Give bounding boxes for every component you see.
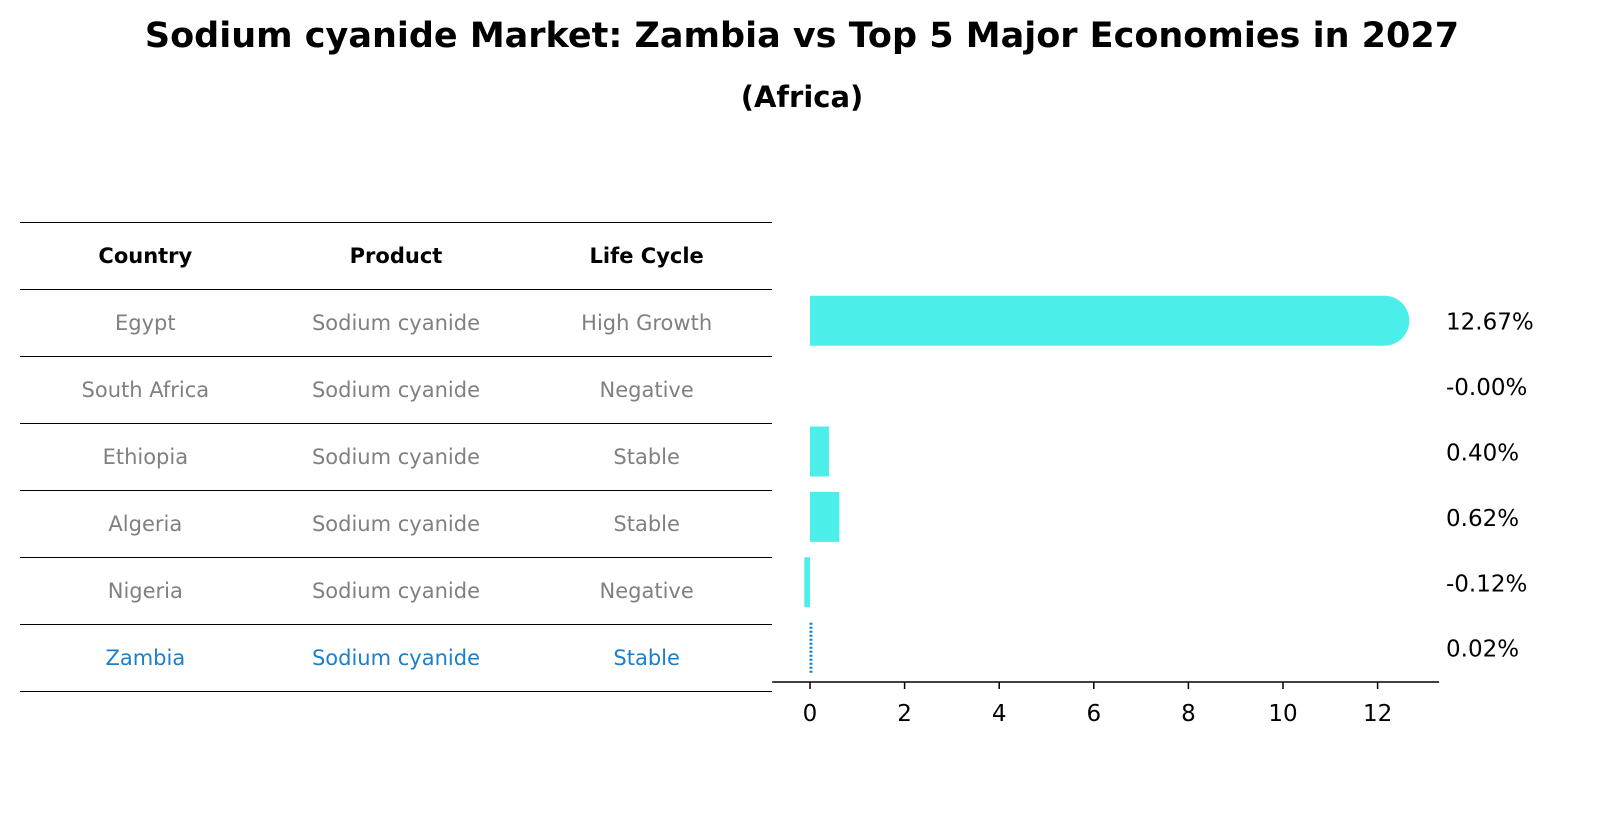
bar-algeria: [810, 491, 840, 542]
cell-life-cycle: Negative: [521, 557, 772, 625]
chart-title: Sodium cyanide Market: Zambia vs Top 5 M…: [144, 16, 1460, 56]
table-row: Ethiopia Sodium cyanide Stable: [20, 423, 772, 491]
table-header-row: Country Product Life Cycle: [20, 222, 772, 290]
cell-country: South Africa: [20, 356, 271, 424]
x-tick-label: 10: [1268, 701, 1297, 727]
header-product: Product: [270, 222, 522, 290]
bar-ethiopia: [810, 426, 829, 477]
x-tick-label: 6: [1086, 701, 1101, 727]
x-tick-label: 8: [1181, 701, 1196, 727]
cell-product: Sodium cyanide: [270, 557, 522, 625]
bar-egypt: [810, 295, 1410, 346]
value-label: 0.40%: [1446, 441, 1519, 467]
cell-life-cycle: Stable: [521, 490, 772, 558]
value-label: -0.12%: [1446, 571, 1527, 597]
x-tick-label: 2: [897, 701, 912, 727]
chart-subtitle: (Africa): [740, 80, 864, 114]
table-row-highlighted: Zambia Sodium cyanide Stable: [20, 624, 772, 692]
x-tick-label: 12: [1363, 701, 1392, 727]
table-row: Algeria Sodium cyanide Stable: [20, 490, 772, 558]
country-table: Country Product Life Cycle Egypt Sodium …: [20, 222, 772, 692]
cell-country: Nigeria: [20, 557, 271, 625]
table-row: Egypt Sodium cyanide High Growth: [20, 289, 772, 357]
value-label: 0.02%: [1446, 637, 1519, 663]
table-row: Nigeria Sodium cyanide Negative: [20, 557, 772, 625]
cell-product: Sodium cyanide: [270, 423, 522, 491]
value-label: 12.67%: [1446, 310, 1534, 336]
table-row: South Africa Sodium cyanide Negative: [20, 356, 772, 424]
cell-country: Algeria: [20, 490, 271, 558]
value-label: -0.00%: [1446, 375, 1527, 401]
cell-product: Sodium cyanide: [270, 289, 522, 357]
cell-country: Ethiopia: [20, 423, 271, 491]
x-tick-label: 0: [803, 701, 818, 727]
x-tick-label: 4: [992, 701, 1007, 727]
cell-life-cycle: Stable: [521, 423, 772, 491]
header-country: Country: [20, 222, 271, 290]
cell-product: Sodium cyanide: [270, 490, 522, 558]
cell-country: Egypt: [20, 289, 271, 357]
bar-nigeria: [804, 557, 810, 608]
cell-life-cycle: High Growth: [521, 289, 772, 357]
value-label: 0.62%: [1446, 506, 1519, 532]
cell-product: Sodium cyanide: [270, 624, 522, 692]
cell-life-cycle: Stable: [521, 624, 772, 692]
header-life-cycle: Life Cycle: [521, 222, 772, 290]
cell-country: Zambia: [20, 624, 271, 692]
cell-product: Sodium cyanide: [270, 356, 522, 424]
